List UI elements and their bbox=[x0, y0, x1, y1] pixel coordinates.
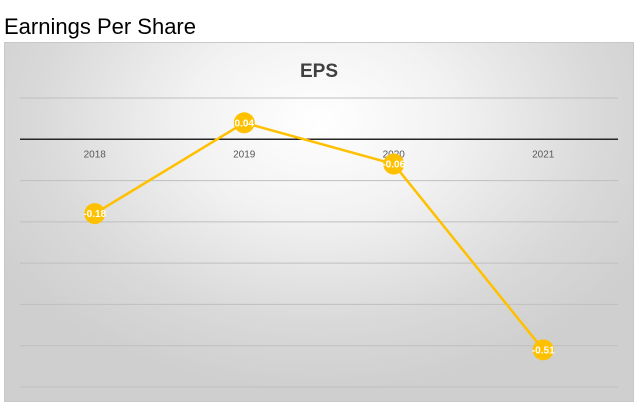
chart-area: 2018201920202021 -0.180.04-0.06-0.51 EPS bbox=[4, 42, 634, 402]
data-markers bbox=[84, 112, 554, 361]
data-label: -0.18 bbox=[83, 209, 106, 220]
eps-line-chart: 2018201920202021 -0.180.04-0.06-0.51 EPS bbox=[20, 61, 618, 388]
x-tick-labels: 2018201920202021 bbox=[84, 149, 555, 160]
data-labels: -0.18 0.04 -0.06 -0.51 bbox=[83, 118, 555, 356]
chart-title: EPS bbox=[300, 61, 338, 82]
data-label: 0.04 bbox=[235, 118, 255, 129]
data-label: -0.06 bbox=[382, 160, 405, 171]
x-tick-label: 2018 bbox=[84, 149, 107, 160]
page-title: Earnings Per Share bbox=[4, 14, 196, 39]
series-line bbox=[94, 121, 545, 351]
data-point bbox=[532, 339, 554, 361]
gridlines bbox=[20, 97, 618, 388]
data-point bbox=[383, 153, 405, 175]
data-point bbox=[233, 112, 255, 134]
series-line-path bbox=[94, 121, 545, 351]
data-point bbox=[84, 203, 106, 225]
x-tick-label: 2019 bbox=[233, 149, 256, 160]
data-label: -0.51 bbox=[532, 345, 555, 356]
x-tick-label: 2021 bbox=[532, 149, 555, 160]
